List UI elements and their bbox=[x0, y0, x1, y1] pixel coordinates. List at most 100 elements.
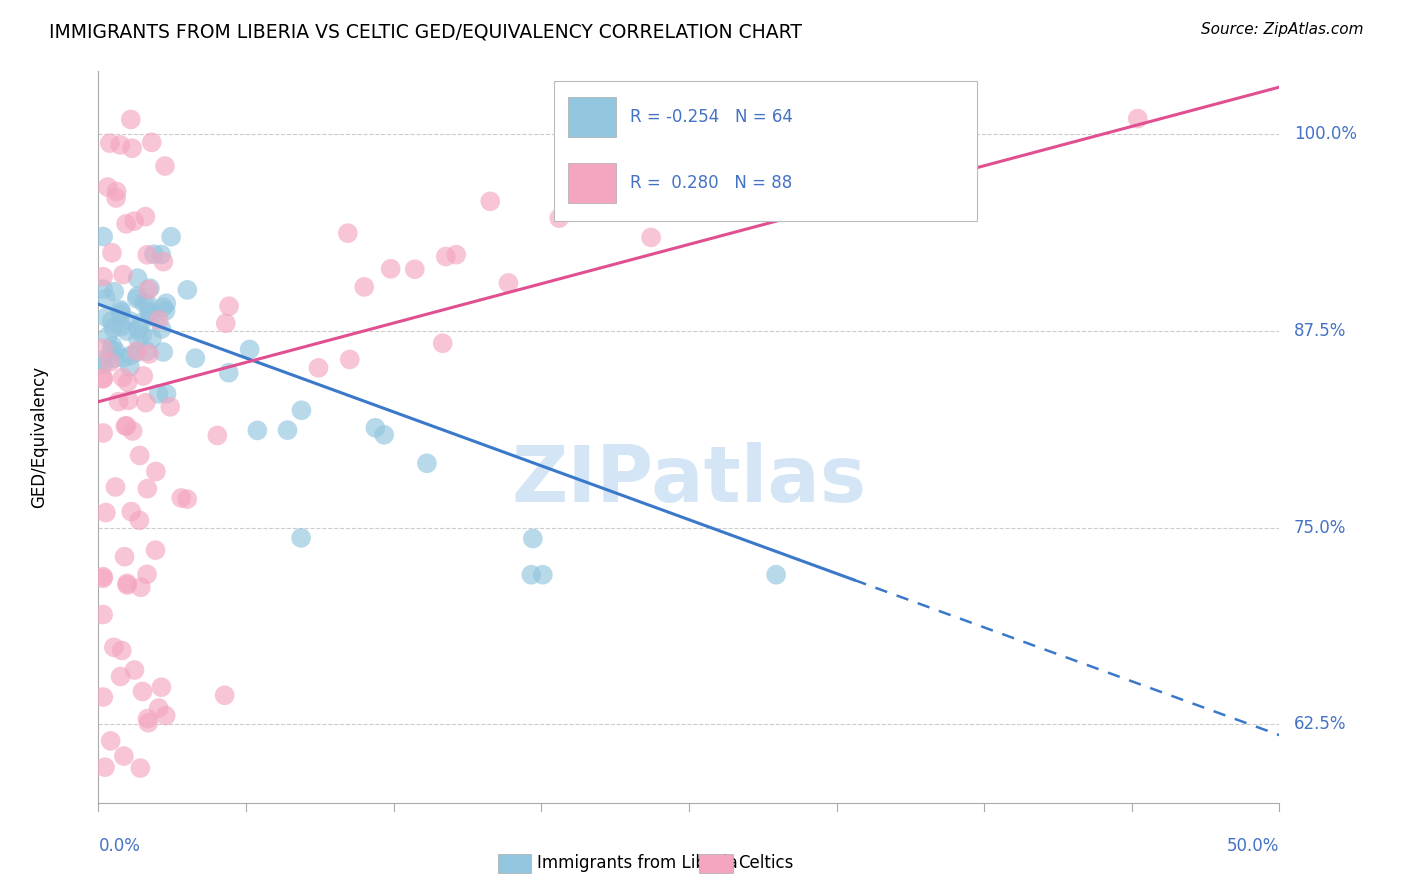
Point bbox=[353, 280, 375, 294]
Point bbox=[136, 712, 159, 726]
Point bbox=[100, 734, 122, 748]
Point bbox=[155, 303, 177, 318]
Text: 0.0%: 0.0% bbox=[98, 838, 141, 855]
Text: 87.5%: 87.5% bbox=[1294, 322, 1346, 340]
Point bbox=[860, 194, 883, 209]
Point bbox=[416, 456, 439, 470]
Point bbox=[125, 292, 148, 306]
FancyBboxPatch shape bbox=[568, 162, 616, 203]
Point bbox=[94, 310, 117, 325]
Point bbox=[91, 371, 114, 385]
Point bbox=[127, 289, 149, 303]
Point bbox=[97, 329, 120, 343]
FancyBboxPatch shape bbox=[568, 96, 616, 137]
Point bbox=[110, 319, 132, 334]
Point bbox=[141, 136, 163, 150]
Text: GED/Equivalency: GED/Equivalency bbox=[31, 366, 48, 508]
Point bbox=[131, 684, 153, 698]
Point bbox=[91, 282, 114, 296]
Point bbox=[152, 254, 174, 268]
Point bbox=[111, 643, 134, 657]
Point bbox=[118, 359, 141, 374]
Point bbox=[91, 571, 114, 585]
Point bbox=[150, 680, 173, 694]
Point bbox=[141, 309, 163, 323]
Point bbox=[136, 715, 159, 730]
Point bbox=[104, 480, 127, 494]
Point bbox=[114, 549, 136, 564]
Point bbox=[128, 513, 150, 527]
Point bbox=[124, 663, 146, 677]
Point bbox=[214, 688, 236, 702]
Point bbox=[148, 387, 170, 401]
Point bbox=[115, 418, 138, 433]
Point bbox=[121, 141, 143, 155]
Point bbox=[127, 332, 149, 346]
Point bbox=[170, 491, 193, 505]
Point bbox=[91, 358, 114, 372]
Point bbox=[103, 285, 125, 299]
Point bbox=[110, 302, 132, 317]
Point bbox=[132, 296, 155, 310]
Point bbox=[176, 492, 198, 507]
Point bbox=[150, 247, 173, 261]
Point bbox=[101, 245, 124, 260]
Point bbox=[132, 369, 155, 384]
Text: 50.0%: 50.0% bbox=[1227, 838, 1279, 855]
Point bbox=[91, 342, 114, 356]
Point bbox=[138, 306, 160, 320]
Point bbox=[364, 421, 387, 435]
Point bbox=[122, 214, 145, 228]
Point bbox=[155, 387, 177, 401]
Point bbox=[100, 314, 122, 328]
Point bbox=[120, 112, 142, 127]
Point bbox=[139, 281, 162, 295]
Point bbox=[522, 532, 544, 546]
Point bbox=[125, 345, 148, 359]
Point bbox=[136, 482, 159, 496]
Point bbox=[115, 576, 138, 591]
Point bbox=[131, 315, 153, 329]
Point bbox=[404, 262, 426, 277]
Point bbox=[155, 296, 177, 310]
Point bbox=[127, 271, 149, 285]
Text: Immigrants from Liberia: Immigrants from Liberia bbox=[537, 855, 738, 872]
Point bbox=[105, 185, 128, 199]
Point bbox=[290, 531, 312, 545]
Point bbox=[110, 669, 132, 683]
Point bbox=[91, 425, 114, 440]
Point bbox=[100, 343, 122, 357]
Point bbox=[150, 322, 173, 336]
Point bbox=[142, 247, 165, 261]
Text: R = -0.254   N = 64: R = -0.254 N = 64 bbox=[630, 108, 793, 126]
Point bbox=[94, 760, 117, 774]
Point bbox=[444, 247, 467, 261]
Point bbox=[148, 701, 170, 715]
Point bbox=[91, 269, 114, 284]
Point bbox=[91, 607, 114, 622]
Point bbox=[218, 299, 240, 313]
Point bbox=[159, 400, 181, 414]
Point bbox=[121, 424, 143, 438]
Point bbox=[138, 347, 160, 361]
Point bbox=[107, 394, 129, 409]
Point bbox=[128, 449, 150, 463]
Point bbox=[138, 304, 160, 318]
Point bbox=[548, 211, 571, 226]
Point bbox=[640, 230, 662, 244]
Point bbox=[136, 248, 159, 262]
Point bbox=[434, 250, 457, 264]
Point bbox=[103, 351, 125, 366]
Text: Source: ZipAtlas.com: Source: ZipAtlas.com bbox=[1201, 22, 1364, 37]
Point bbox=[118, 314, 141, 328]
Point bbox=[153, 159, 176, 173]
Point bbox=[145, 465, 167, 479]
Point bbox=[91, 569, 114, 583]
Point bbox=[479, 194, 502, 209]
Point bbox=[94, 292, 117, 306]
Point bbox=[91, 372, 114, 386]
Point bbox=[218, 366, 240, 380]
Point bbox=[155, 708, 177, 723]
Point bbox=[91, 352, 114, 367]
Point bbox=[127, 322, 149, 336]
